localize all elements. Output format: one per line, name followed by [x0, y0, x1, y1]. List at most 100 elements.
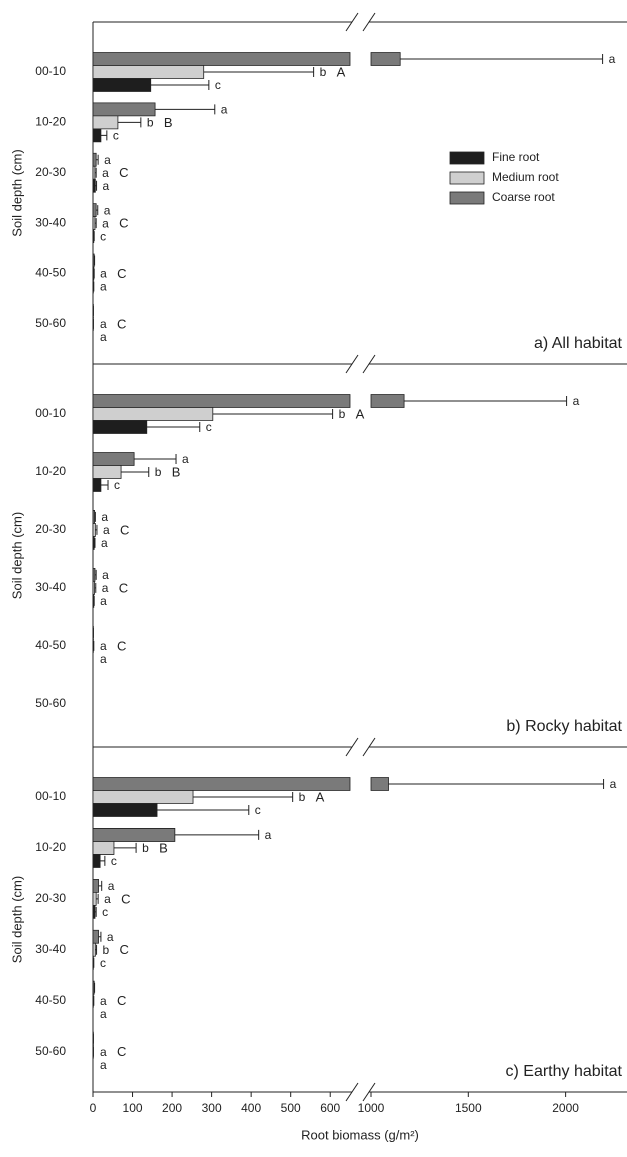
- significance-letter: a: [102, 581, 109, 595]
- significance-letter: a: [100, 267, 107, 281]
- bar: [92, 165, 96, 180]
- y-tick-label: 50-60: [35, 696, 66, 710]
- y-tick-label: 50-60: [35, 316, 66, 330]
- bar: [92, 567, 96, 582]
- x-tick-label: 300: [202, 1101, 222, 1115]
- significance-letter: a: [100, 317, 107, 331]
- significance-letter: a: [103, 523, 110, 537]
- y-tick-label: 00-10: [35, 64, 66, 78]
- error-bar: [95, 180, 98, 191]
- legend-swatch: [449, 171, 485, 185]
- bar: [92, 904, 96, 919]
- bar: [92, 510, 95, 524]
- group-letter: C: [117, 1044, 126, 1059]
- group-letter: A: [356, 406, 365, 421]
- axis-break: [362, 12, 376, 32]
- group-letter: B: [159, 840, 168, 855]
- error-bar: [95, 944, 98, 955]
- error-bar: [400, 54, 604, 64]
- x-tick-label: 0: [90, 1101, 97, 1115]
- legend-swatch: [449, 191, 485, 205]
- y-tick-label: 10-20: [35, 840, 66, 854]
- panel-title: b) Rocky habitat: [506, 718, 622, 735]
- group-letter: B: [164, 115, 173, 130]
- y-tick-label: 30-40: [35, 942, 66, 956]
- significance-letter: a: [265, 828, 272, 842]
- bar: [92, 229, 95, 244]
- error-bar: [95, 524, 98, 535]
- axis-break: [345, 1082, 359, 1102]
- error-bar: [96, 154, 99, 165]
- x-tick-label: 500: [281, 1101, 301, 1115]
- y-tick-label: 30-40: [35, 580, 66, 594]
- significance-letter: b: [155, 465, 162, 479]
- x-tick-label: 1000: [358, 1101, 385, 1115]
- x-tick-label: 2000: [552, 1101, 579, 1115]
- bar: [92, 394, 405, 408]
- x-tick-label: 100: [123, 1101, 143, 1115]
- panel-title: a) All habitat: [534, 335, 623, 352]
- significance-letter: a: [102, 216, 109, 230]
- significance-letter: a: [101, 536, 108, 550]
- bar: [92, 128, 102, 143]
- bar: [92, 523, 96, 537]
- significance-letter: c: [111, 854, 117, 868]
- bar: [92, 841, 115, 855]
- error-bar: [94, 906, 97, 917]
- bar: [92, 420, 148, 434]
- significance-letter: a: [104, 892, 111, 906]
- bar: [92, 536, 95, 550]
- bar: [92, 828, 176, 842]
- group-letter: C: [117, 993, 126, 1008]
- y-tick-label: 40-50: [35, 266, 66, 280]
- significance-letter: a: [573, 394, 580, 408]
- error-bar: [100, 479, 109, 490]
- group-letter: C: [119, 216, 128, 231]
- error-bar: [157, 805, 250, 815]
- group-letter: B: [172, 464, 181, 479]
- significance-letter: c: [113, 129, 119, 143]
- error-bar: [174, 829, 260, 840]
- significance-letter: a: [107, 930, 114, 944]
- bar: [92, 942, 96, 957]
- error-bar: [98, 880, 103, 891]
- group-letter: C: [120, 522, 129, 537]
- legend-swatch: [449, 151, 485, 165]
- y-axis-title: Soil depth (cm): [9, 512, 24, 599]
- significance-letter: b: [103, 943, 110, 957]
- axis-break: [345, 12, 359, 32]
- bar: [92, 152, 97, 167]
- bar: [92, 878, 99, 893]
- error-bar: [150, 80, 210, 90]
- error-bar: [100, 130, 108, 141]
- y-tick-label: 40-50: [35, 993, 66, 1007]
- axis-break: [345, 354, 359, 374]
- bar: [92, 790, 194, 804]
- y-tick-label: 20-30: [35, 891, 66, 905]
- bar: [92, 78, 152, 92]
- bar: [92, 593, 95, 608]
- bar: [92, 980, 95, 995]
- legend-label: Fine root: [492, 150, 540, 164]
- significance-letter: b: [339, 407, 346, 421]
- group-letter: C: [117, 266, 126, 281]
- bar: [92, 216, 96, 231]
- error-bar: [113, 842, 137, 853]
- axis-break: [345, 737, 359, 757]
- significance-letter: a: [100, 594, 107, 608]
- bar: [92, 266, 95, 281]
- error-bar: [121, 466, 150, 477]
- bar: [92, 115, 119, 130]
- group-letter: C: [121, 891, 130, 906]
- bar: [92, 407, 214, 421]
- x-tick-label: 600: [320, 1101, 340, 1115]
- error-bar: [212, 409, 334, 419]
- bar: [92, 52, 401, 66]
- significance-letter: a: [100, 1007, 107, 1021]
- significance-letter: a: [182, 452, 189, 466]
- significance-letter: a: [100, 1045, 107, 1059]
- significance-letter: a: [100, 330, 107, 344]
- significance-letter: a: [103, 179, 110, 193]
- bar: [92, 465, 122, 479]
